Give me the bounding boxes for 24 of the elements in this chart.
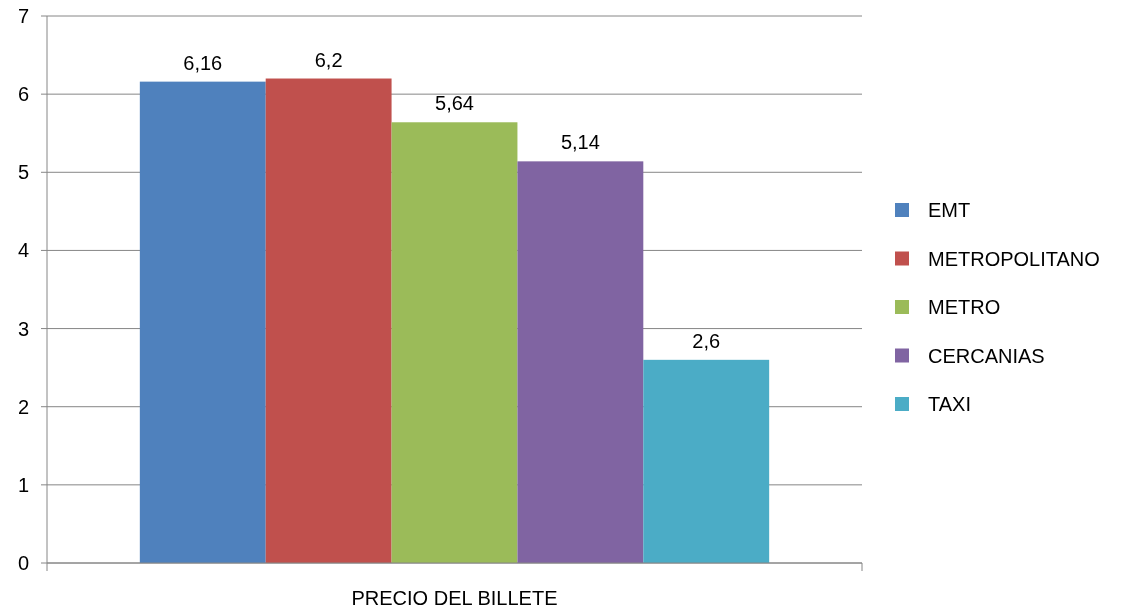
y-tick-label: 0 <box>17 552 29 574</box>
x-tick-label: PRECIO DEL BILLETE <box>351 587 558 609</box>
data-label: 5,64 <box>435 92 474 115</box>
data-label: 5,14 <box>560 131 600 154</box>
y-tick-label: 4 <box>17 239 29 262</box>
bar <box>391 122 518 563</box>
bar <box>139 81 266 563</box>
bar <box>643 359 770 563</box>
y-tick-label: 7 <box>17 5 29 27</box>
y-tick-label: 5 <box>17 161 29 184</box>
bar <box>517 161 644 563</box>
y-tick-label: 2 <box>17 395 29 418</box>
data-label: 6,16 <box>183 51 223 74</box>
bar <box>265 78 392 563</box>
legend-label: EMT <box>928 199 971 221</box>
y-tick-label: 1 <box>17 473 29 496</box>
legend-label: METRO <box>928 296 1001 318</box>
legend-label: TAXI <box>928 393 971 415</box>
y-tick-label: 6 <box>17 83 29 106</box>
y-tick-label: 3 <box>17 317 29 340</box>
data-label: 2,6 <box>692 329 721 352</box>
data-label: 6,2 <box>314 48 343 71</box>
legend-label: METROPOLITANO <box>928 247 1100 270</box>
legend-label: CERCANIAS <box>928 344 1045 367</box>
